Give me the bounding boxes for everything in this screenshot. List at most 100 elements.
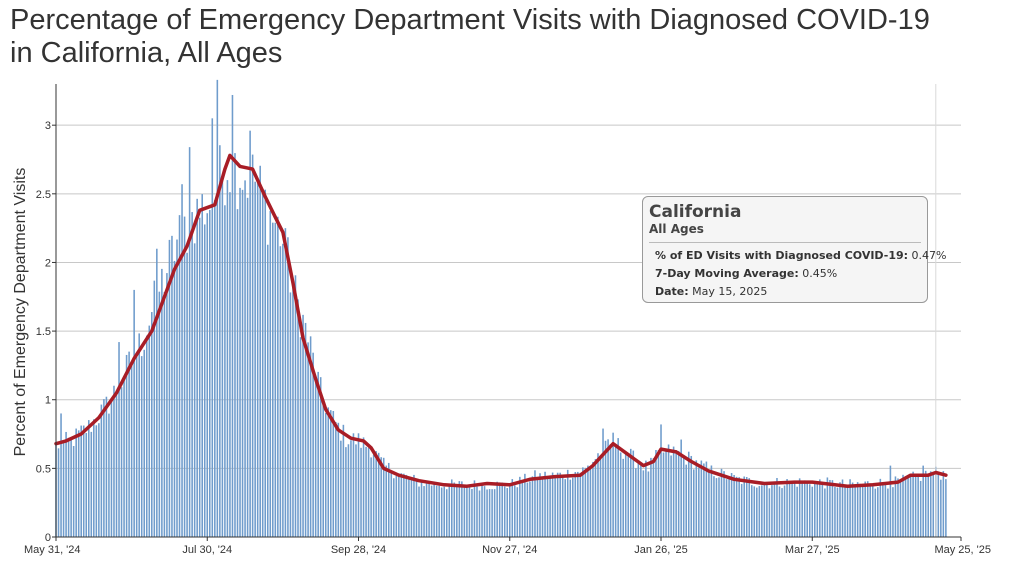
daily-bar[interactable] [302,314,304,537]
daily-bar[interactable] [206,213,209,538]
daily-bar[interactable] [821,483,824,537]
daily-bar[interactable] [493,489,496,537]
daily-bar[interactable] [866,481,869,537]
daily-bar[interactable] [604,440,607,537]
daily-bar[interactable] [788,482,791,537]
daily-bar[interactable] [214,199,216,537]
daily-bar[interactable] [181,184,183,537]
daily-bar[interactable] [819,479,821,537]
daily-bar[interactable] [279,246,282,537]
daily-bar[interactable] [839,482,841,537]
daily-bar[interactable] [249,130,251,537]
daily-bar[interactable] [635,468,637,537]
daily-bar[interactable] [299,337,302,537]
daily-bar[interactable] [660,424,662,537]
daily-bar[interactable] [110,398,113,537]
daily-bar[interactable] [632,450,635,537]
daily-bar[interactable] [902,474,904,537]
daily-bar[interactable] [534,470,536,537]
daily-bar[interactable] [87,420,90,537]
daily-bar[interactable] [156,248,158,537]
daily-bar[interactable] [400,473,403,537]
daily-bar[interactable] [191,212,193,537]
daily-bar[interactable] [264,189,267,537]
daily-bar[interactable] [335,422,337,537]
daily-bar[interactable] [483,486,486,537]
daily-bar[interactable] [854,484,856,537]
daily-bar[interactable] [879,478,882,537]
daily-bar[interactable] [77,430,80,537]
daily-bar[interactable] [161,268,163,537]
daily-bar[interactable] [551,472,554,537]
daily-bar[interactable] [108,413,110,537]
daily-bar[interactable] [423,486,425,537]
daily-bar[interactable] [715,478,718,537]
daily-bar[interactable] [375,451,377,537]
daily-bar[interactable] [151,312,153,537]
daily-bar[interactable] [90,431,93,537]
daily-bar[interactable] [738,477,740,537]
daily-bar[interactable] [501,482,503,537]
daily-bar[interactable] [592,461,594,537]
daily-bar[interactable] [304,322,307,537]
daily-bar[interactable] [473,480,476,537]
daily-bar[interactable] [927,476,930,537]
daily-bar[interactable] [541,478,544,537]
daily-bar[interactable] [481,483,483,537]
daily-bar[interactable] [312,352,314,537]
daily-bar[interactable] [415,478,418,537]
daily-bar[interactable] [526,482,529,537]
daily-bar[interactable] [216,79,219,537]
daily-bar[interactable] [657,450,660,537]
daily-bar[interactable] [786,479,788,537]
daily-bar[interactable] [824,488,826,537]
daily-bar[interactable] [425,480,428,537]
daily-bar[interactable] [647,471,650,537]
daily-bar[interactable] [443,486,445,537]
daily-bar[interactable] [909,474,912,537]
daily-bar[interactable] [297,299,299,537]
daily-bar[interactable] [884,484,887,537]
daily-bar[interactable] [183,216,186,537]
daily-bar[interactable] [498,482,501,537]
daily-bar[interactable] [118,342,120,537]
daily-bar[interactable] [700,460,703,537]
daily-bar[interactable] [554,475,556,537]
daily-bar[interactable] [708,469,710,537]
daily-bar[interactable] [720,468,723,537]
daily-bar[interactable] [942,471,945,537]
daily-bar[interactable] [393,478,395,537]
daily-bar[interactable] [718,477,720,537]
daily-bar[interactable] [756,487,758,537]
daily-bar[interactable] [70,437,72,537]
daily-bar[interactable] [254,181,256,537]
daily-bar[interactable] [72,446,75,537]
daily-bar[interactable] [529,481,531,537]
daily-bar[interactable] [488,489,491,537]
daily-bar[interactable] [503,486,506,537]
daily-bar[interactable] [713,476,715,537]
daily-bar[interactable] [163,291,166,537]
daily-bar[interactable] [808,484,811,537]
daily-bar[interactable] [889,465,892,537]
daily-bar[interactable] [173,260,176,537]
daily-bar[interactable] [559,472,561,537]
daily-bar[interactable] [914,475,917,537]
daily-bar[interactable] [208,209,211,538]
daily-bar[interactable] [196,198,198,537]
daily-bar[interactable] [125,354,128,537]
daily-bar[interactable] [851,482,854,537]
daily-bar[interactable] [844,485,846,537]
daily-bar[interactable] [940,479,942,537]
daily-bar[interactable] [314,378,317,537]
daily-bar[interactable] [761,485,763,537]
daily-bar[interactable] [791,480,793,537]
daily-bar[interactable] [380,457,382,537]
daily-bar[interactable] [841,479,844,537]
daily-bar[interactable] [597,453,599,537]
daily-bar[interactable] [801,482,803,537]
daily-bar[interactable] [229,192,231,537]
daily-bar[interactable] [579,472,582,537]
daily-bar[interactable] [345,447,347,537]
daily-bar[interactable] [445,489,448,537]
